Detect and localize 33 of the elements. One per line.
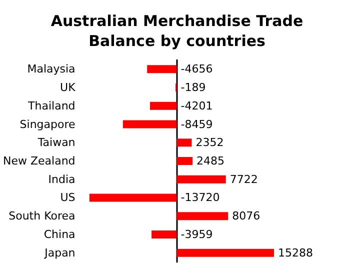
data-label: 15288 [278,246,314,260]
y-tick-label: New Zealand [2,154,76,168]
data-label: -4201 [180,99,213,112]
data-label: 7722 [230,172,258,186]
y-tick-label: UK [60,81,76,94]
bar [89,194,177,202]
bar [176,157,193,165]
bar [176,175,226,184]
y-tick-label: Thailand [27,99,76,112]
bar [176,138,192,147]
data-label: -8459 [180,118,213,131]
bar [122,120,177,128]
y-tick-label: South Korea [8,210,76,223]
data-label: 2352 [196,136,224,150]
y-tick-label: US [60,191,76,204]
y-tick-label: Malaysia [27,62,76,76]
data-label: 8076 [232,210,260,223]
bar [176,212,228,220]
y-tick-label: Japan [44,246,76,260]
bar [176,248,274,257]
data-label: -3959 [180,228,213,241]
chart-title: Australian Merchandise Trade Balance by countries [50,12,304,50]
data-label: -189 [180,81,206,94]
data-label: -4656 [180,62,213,76]
bar [152,230,177,238]
bar [150,102,177,110]
bar [147,65,177,74]
data-label: 2485 [196,154,225,168]
y-tick-label: Taiwan [36,136,76,150]
data-label: -13720 [180,191,220,204]
y-tick-label: India [48,172,76,186]
y-tick-label: Singapore [20,118,76,131]
y-tick-label: China [44,228,76,241]
